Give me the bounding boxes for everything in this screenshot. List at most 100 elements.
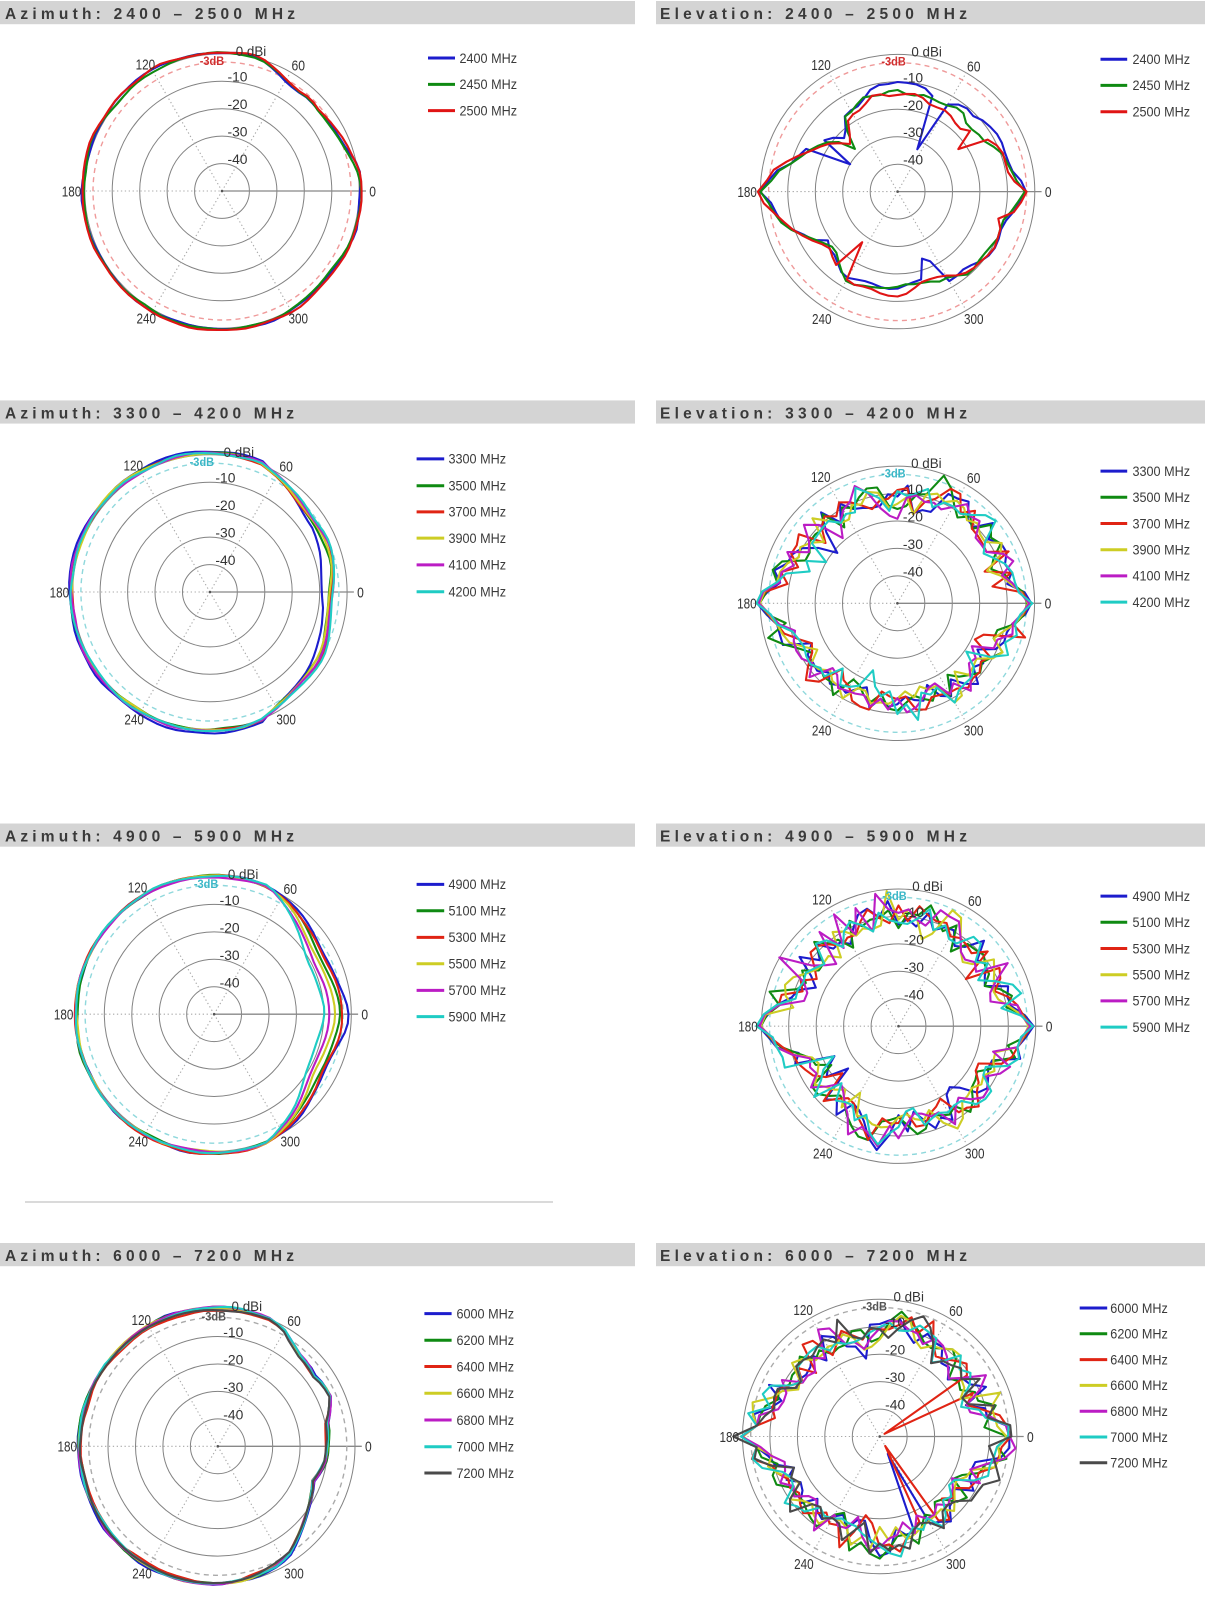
svg-text:-10: -10: [904, 905, 924, 920]
svg-text:-3dB: -3dB: [190, 455, 215, 469]
svg-text:240: 240: [136, 310, 156, 327]
svg-text:-20: -20: [903, 510, 923, 525]
svg-text:6000 MHz: 6000 MHz: [1110, 1301, 1168, 1316]
svg-text:6200 MHz: 6200 MHz: [1110, 1327, 1168, 1342]
svg-text:120: 120: [124, 458, 144, 475]
svg-text:3700 MHz: 3700 MHz: [1133, 516, 1191, 531]
svg-text:5500 MHz: 5500 MHz: [1133, 968, 1191, 983]
svg-text:60: 60: [967, 470, 981, 487]
svg-text:0: 0: [369, 183, 376, 200]
svg-text:240: 240: [813, 1146, 833, 1163]
svg-text:3500 MHz: 3500 MHz: [1133, 490, 1191, 505]
svg-text:180: 180: [58, 1439, 78, 1456]
svg-text:240: 240: [794, 1556, 814, 1573]
svg-text:0 dBi: 0 dBi: [232, 1298, 263, 1314]
svg-text:180: 180: [50, 584, 70, 601]
svg-text:300: 300: [964, 311, 984, 328]
svg-text:0: 0: [1027, 1429, 1034, 1446]
svg-text:0 dBi: 0 dBi: [911, 44, 942, 60]
svg-text:2400 MHz: 2400 MHz: [460, 51, 518, 66]
svg-text:180: 180: [719, 1429, 739, 1446]
svg-text:0 dBi: 0 dBi: [893, 1288, 924, 1304]
svg-text:-10: -10: [903, 482, 923, 497]
svg-text:4200 MHz: 4200 MHz: [1133, 595, 1191, 610]
svg-text:3900 MHz: 3900 MHz: [449, 531, 507, 546]
svg-text:2450 MHz: 2450 MHz: [460, 77, 518, 92]
svg-text:5100 MHz: 5100 MHz: [449, 904, 507, 919]
svg-text:2500 MHz: 2500 MHz: [1133, 105, 1191, 120]
svg-text:7200 MHz: 7200 MHz: [457, 1466, 515, 1481]
svg-text:5900 MHz: 5900 MHz: [449, 1009, 507, 1024]
svg-text:-10: -10: [220, 893, 240, 908]
svg-text:-3dB: -3dB: [194, 877, 219, 891]
svg-text:60: 60: [967, 58, 981, 75]
svg-text:120: 120: [128, 880, 148, 897]
svg-text:7000 MHz: 7000 MHz: [1110, 1430, 1168, 1445]
svg-text:0 dBi: 0 dBi: [911, 455, 942, 471]
svg-text:-20: -20: [228, 97, 248, 112]
svg-text:-30: -30: [885, 1370, 905, 1385]
svg-text:2500 MHz: 2500 MHz: [460, 103, 518, 118]
svg-text:-10: -10: [885, 1315, 905, 1330]
svg-text:-20: -20: [885, 1343, 905, 1358]
svg-text:120: 120: [131, 1312, 151, 1329]
svg-text:60: 60: [949, 1303, 963, 1320]
svg-text:0: 0: [1045, 596, 1052, 613]
svg-text:120: 120: [136, 57, 156, 74]
svg-text:120: 120: [811, 57, 831, 74]
svg-text:240: 240: [132, 1566, 152, 1583]
svg-text:6400 MHz: 6400 MHz: [1110, 1352, 1168, 1367]
svg-text:4900 MHz: 4900 MHz: [1133, 889, 1191, 904]
svg-text:-3dB: -3dB: [881, 55, 906, 69]
svg-text:120: 120: [811, 469, 831, 486]
svg-text:240: 240: [124, 711, 144, 728]
svg-text:180: 180: [62, 183, 82, 200]
svg-text:60: 60: [287, 1313, 301, 1330]
svg-text:300: 300: [284, 1566, 304, 1583]
svg-text:0: 0: [361, 1007, 368, 1024]
svg-text:3900 MHz: 3900 MHz: [1133, 543, 1191, 558]
svg-text:-3dB: -3dB: [200, 54, 225, 68]
svg-text:240: 240: [812, 311, 832, 328]
svg-text:180: 180: [737, 184, 757, 201]
svg-text:4100 MHz: 4100 MHz: [1133, 569, 1191, 584]
svg-text:2400 MHz: 2400 MHz: [1133, 52, 1191, 67]
svg-text:6000 MHz: 6000 MHz: [457, 1306, 515, 1321]
svg-text:300: 300: [964, 723, 984, 740]
svg-text:300: 300: [276, 711, 296, 728]
svg-text:-20: -20: [223, 1353, 243, 1368]
svg-text:3300 MHz: 3300 MHz: [1133, 464, 1191, 479]
svg-text:-40: -40: [885, 1398, 905, 1413]
svg-text:5900 MHz: 5900 MHz: [1133, 1020, 1191, 1035]
svg-text:-40: -40: [228, 152, 248, 167]
svg-text:6600 MHz: 6600 MHz: [457, 1386, 515, 1401]
svg-text:0 dBi: 0 dBi: [912, 878, 943, 894]
svg-text:5300 MHz: 5300 MHz: [1133, 941, 1191, 956]
svg-text:180: 180: [737, 596, 757, 613]
svg-text:7200 MHz: 7200 MHz: [1110, 1456, 1168, 1471]
svg-text:240: 240: [812, 723, 832, 740]
svg-text:-30: -30: [904, 960, 924, 975]
svg-text:4100 MHz: 4100 MHz: [449, 558, 507, 573]
svg-text:4900 MHz: 4900 MHz: [449, 877, 507, 892]
svg-text:-3dB: -3dB: [862, 1300, 887, 1314]
svg-text:120: 120: [812, 892, 832, 909]
svg-text:300: 300: [288, 310, 308, 327]
svg-text:-30: -30: [903, 537, 923, 552]
svg-text:5700 MHz: 5700 MHz: [449, 983, 507, 998]
svg-text:5500 MHz: 5500 MHz: [449, 957, 507, 972]
svg-text:0 dBi: 0 dBi: [236, 43, 267, 59]
svg-text:-10: -10: [903, 70, 923, 85]
svg-text:-40: -40: [903, 564, 923, 579]
svg-text:240: 240: [129, 1134, 149, 1151]
svg-text:-20: -20: [904, 932, 924, 947]
svg-text:-30: -30: [223, 1380, 243, 1395]
svg-text:6600 MHz: 6600 MHz: [1110, 1378, 1168, 1393]
svg-text:120: 120: [793, 1302, 813, 1319]
svg-text:0: 0: [1046, 1019, 1053, 1036]
svg-text:0: 0: [1045, 184, 1052, 201]
svg-text:-40: -40: [903, 153, 923, 168]
svg-text:0: 0: [357, 584, 364, 601]
svg-text:0 dBi: 0 dBi: [228, 866, 259, 882]
svg-text:0: 0: [365, 1439, 372, 1456]
